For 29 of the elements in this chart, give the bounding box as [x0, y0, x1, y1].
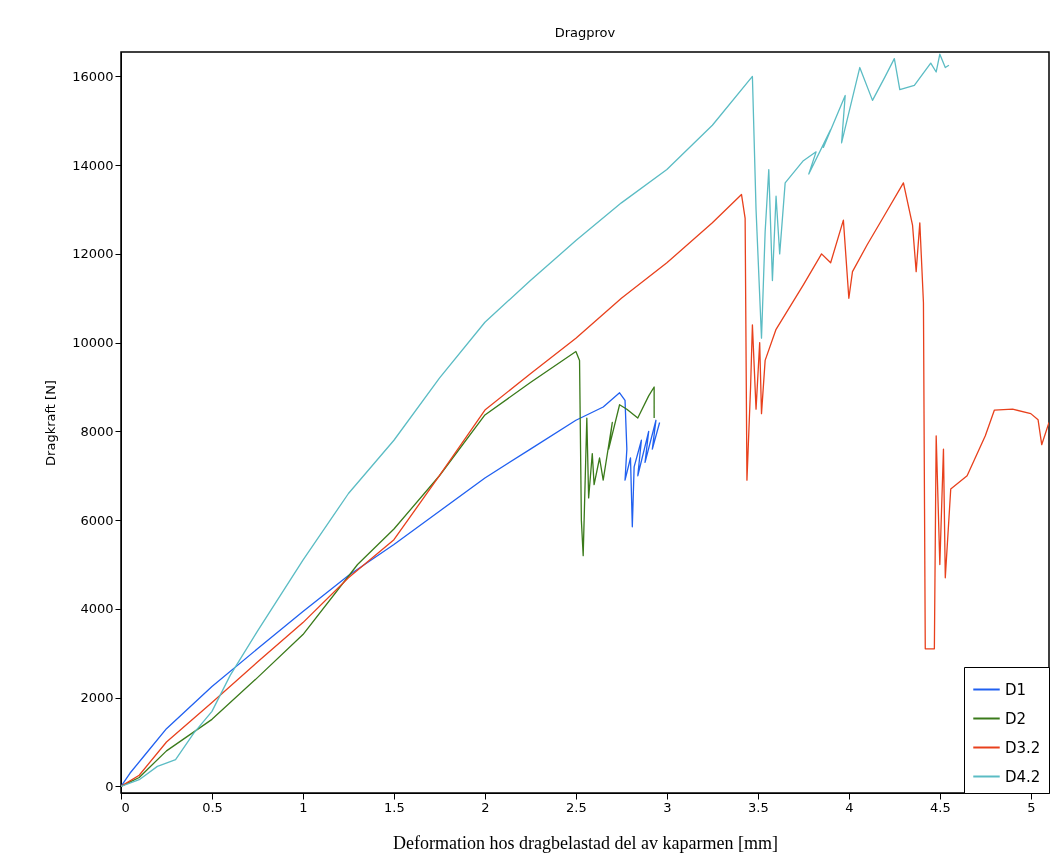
chart-title: Dragprov — [554, 25, 616, 40]
x-tick-label: 3.5 — [748, 799, 769, 815]
legend-label: D4.2 — [1005, 767, 1041, 786]
y-tick-label: 8000 — [80, 423, 114, 439]
x-tick-label: 5 — [1027, 799, 1036, 815]
y-tick-label: 14000 — [72, 157, 114, 173]
x-tick-label: 2 — [481, 799, 490, 815]
line-series — [121, 182, 1049, 787]
x-tick-label: 4 — [845, 799, 854, 815]
x-tick-label: 4.5 — [929, 799, 951, 815]
y-tick-label: 2000 — [80, 690, 114, 706]
y-tick-label: 16000 — [72, 68, 114, 84]
legend-label: D2 — [1005, 709, 1027, 728]
y-tick-label: 0 — [105, 778, 114, 794]
y-tick-label: 6000 — [80, 512, 114, 528]
y-tick-label: 10000 — [72, 335, 114, 351]
x-tick-label: 2.5 — [566, 799, 587, 815]
y-tick-label: 12000 — [72, 246, 114, 262]
x-tick-label: 1 — [299, 799, 308, 815]
x-tick-label: 0.5 — [202, 799, 223, 815]
legend-label: D1 — [1005, 680, 1027, 699]
x-axis-title: Deformation hos dragbelastad del av kaparmen [mm] — [393, 832, 778, 853]
y-axis-title: Dragkraft [N] — [43, 380, 59, 466]
y-tick-label: 4000 — [80, 601, 114, 617]
x-tick-label: 1.5 — [384, 799, 405, 815]
x-tick-label: 3 — [663, 799, 672, 815]
legend-label: D3.2 — [1005, 738, 1041, 757]
x-tick-label: 0 — [121, 799, 130, 815]
line-series — [121, 53, 950, 787]
